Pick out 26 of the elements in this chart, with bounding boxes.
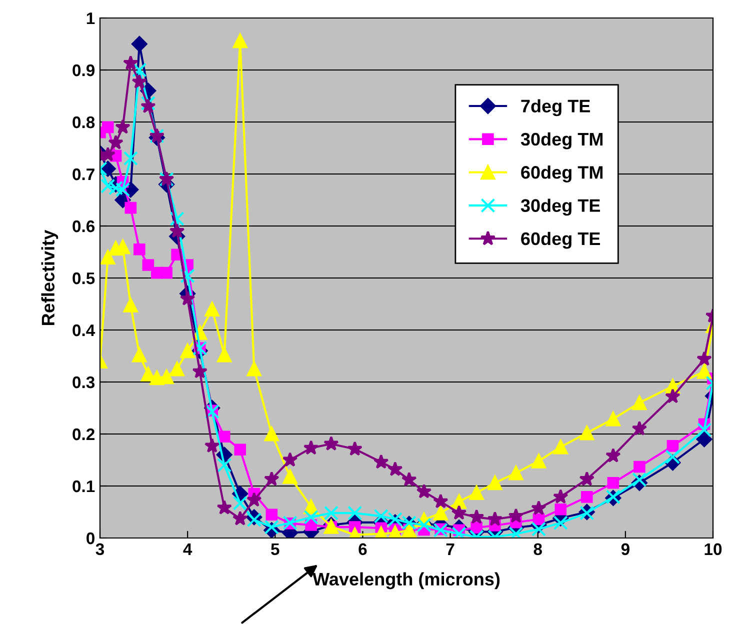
y-tick-label: 0.1 xyxy=(72,480,95,492)
x-tick-label: 7 xyxy=(446,543,454,555)
y-axis-title: Reflectivity xyxy=(41,230,58,325)
legend-label: 30deg TM xyxy=(520,132,603,150)
legend-label: 30deg TE xyxy=(520,198,600,216)
y-tick-label: 0.7 xyxy=(72,168,94,180)
y-tick-label: 1 xyxy=(86,12,95,24)
y-tick-label: 0 xyxy=(86,532,94,544)
x-tick-label: 10 xyxy=(704,543,722,556)
x-tick-label: 6 xyxy=(358,543,367,556)
y-tick-label: 0.6 xyxy=(72,220,95,232)
y-tick-label: 0.3 xyxy=(72,376,95,388)
x-axis-title: Wavelength (microns) xyxy=(312,572,500,590)
legend-label: 60deg TE xyxy=(521,232,600,249)
x-tick-label: 9 xyxy=(621,543,630,556)
legend-label: 60deg TM xyxy=(521,166,603,182)
x-tick-label: 4 xyxy=(183,543,192,555)
x-tick-label: 3 xyxy=(96,543,104,556)
y-tick-label: 0.2 xyxy=(72,428,94,440)
y-tick-label: 0.4 xyxy=(72,324,96,336)
y-tick-label: 0.9 xyxy=(72,64,95,76)
legend-label: 7deg TE xyxy=(521,99,590,116)
x-tick-label: 5 xyxy=(271,543,280,556)
y-tick-label: 0.8 xyxy=(72,116,95,128)
x-tick-label: 8 xyxy=(534,543,542,556)
y-tick-label: 0.5 xyxy=(72,272,95,284)
